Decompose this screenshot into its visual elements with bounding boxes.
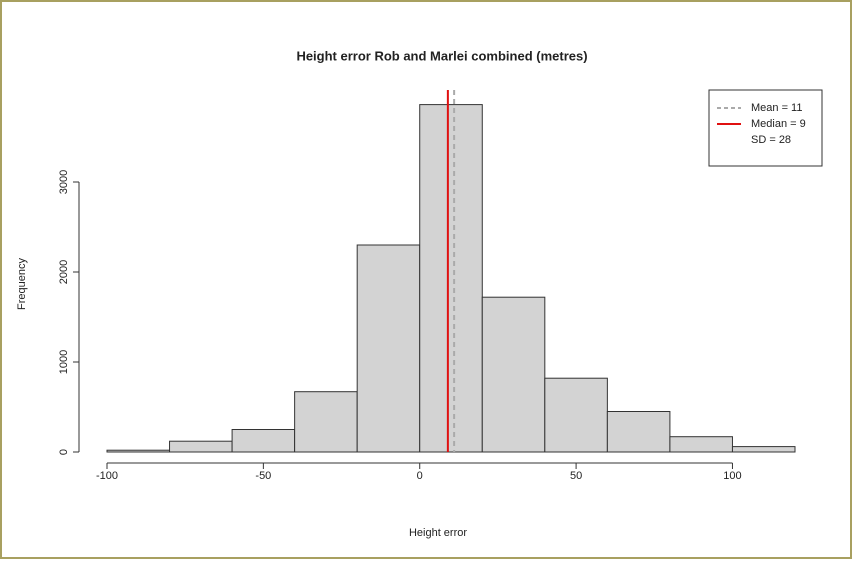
y-tick-label: 3000 [58, 170, 70, 194]
chart-title: Height error Rob and Marlei combined (me… [296, 48, 587, 63]
bar [669, 436, 733, 453]
bar [231, 429, 296, 453]
y-tick-label: 2000 [58, 260, 70, 284]
bar [106, 449, 171, 453]
legend-label: Mean = 11 [751, 102, 802, 114]
x-tick-label: 0 [417, 470, 423, 482]
legend-label: Median = 9 [751, 118, 806, 130]
x-tick-label: 50 [570, 470, 582, 482]
x-tick-label: 100 [723, 470, 741, 482]
bar [544, 377, 608, 453]
bar [169, 440, 233, 453]
bar [481, 296, 546, 453]
legend-label: SD = 28 [751, 134, 791, 146]
bar [606, 411, 671, 453]
bar [731, 446, 796, 453]
bar [356, 244, 421, 453]
y-axis-label: Frequency [16, 258, 28, 310]
x-tick-label: -50 [255, 470, 271, 482]
y-tick-label: 0 [58, 449, 70, 455]
x-tick-label: -100 [96, 470, 118, 482]
legend-box [708, 89, 823, 167]
x-axis-label: Height error [409, 527, 467, 539]
bar [419, 104, 483, 453]
bar [294, 391, 358, 453]
y-tick-label: 1000 [58, 350, 70, 374]
